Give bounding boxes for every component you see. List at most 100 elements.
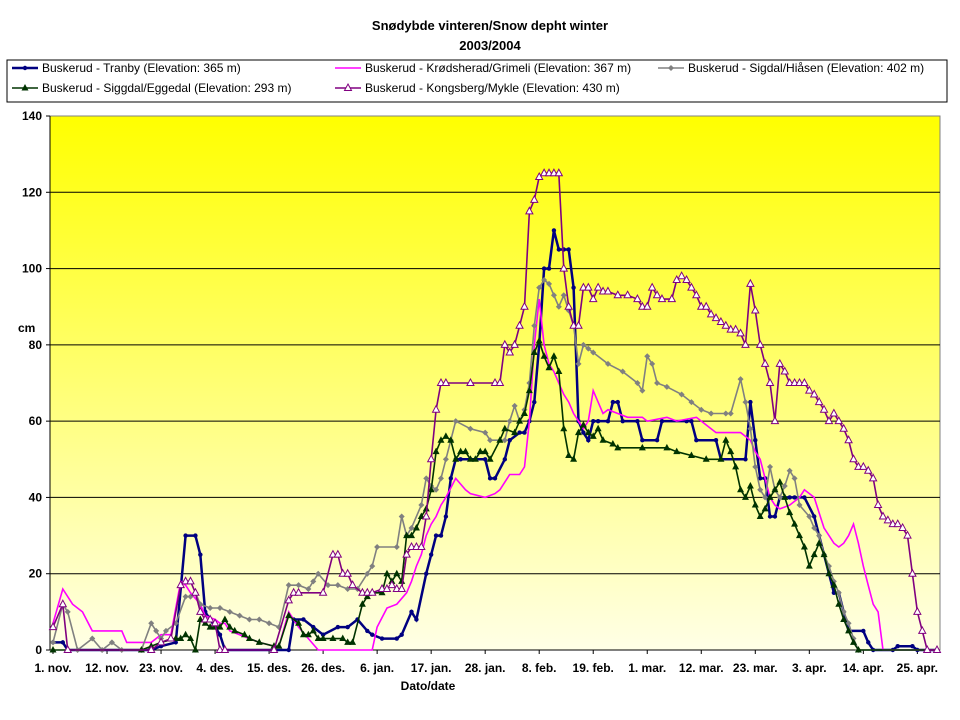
data-point	[286, 647, 291, 653]
data-point	[398, 513, 405, 520]
data-point	[786, 467, 793, 474]
data-point	[541, 277, 548, 284]
data-point	[255, 638, 263, 645]
data-point	[689, 418, 694, 424]
data-point	[21, 84, 29, 91]
data-point	[639, 387, 646, 394]
data-point	[895, 643, 900, 649]
data-point	[614, 443, 622, 451]
data-point	[638, 443, 646, 451]
data-point	[647, 282, 657, 291]
x-tick-label: 4. des.	[196, 661, 233, 675]
data-point	[672, 274, 682, 284]
data-point	[334, 582, 341, 589]
data-point	[226, 608, 233, 615]
data-point	[486, 455, 494, 462]
y-tick-label: 80	[29, 338, 43, 352]
x-axis-label: Dato/date	[401, 679, 456, 693]
data-point	[792, 495, 797, 500]
data-point	[555, 367, 563, 375]
data-point	[820, 550, 828, 558]
data-point	[854, 646, 862, 653]
data-point	[673, 447, 681, 455]
data-point	[325, 582, 332, 589]
data-point	[50, 639, 56, 646]
data-point	[540, 352, 548, 359]
data-point	[698, 406, 705, 413]
data-point	[731, 324, 740, 333]
data-point	[487, 476, 493, 481]
data-point	[471, 455, 479, 462]
data-point	[318, 587, 328, 596]
data-point	[771, 485, 779, 493]
data-point	[678, 391, 685, 398]
data-point	[806, 513, 813, 520]
legend-box	[6, 59, 948, 103]
data-point	[657, 294, 667, 303]
data-point	[717, 455, 725, 462]
data-point	[305, 585, 312, 592]
data-point	[458, 457, 463, 462]
y-tick-label: 100	[22, 262, 42, 276]
data-point	[800, 543, 808, 550]
y-tick-label: 140	[22, 109, 42, 123]
x-tick-label: 1. nov.	[34, 661, 71, 675]
data-point	[795, 531, 803, 539]
data-point	[285, 611, 293, 619]
data-point	[176, 580, 186, 589]
data-point	[560, 424, 568, 432]
data-point	[349, 638, 357, 645]
legend-label: Buskerud - Krødsherad/Grimeli (Elevation…	[365, 61, 631, 75]
data-point	[663, 383, 670, 390]
x-tick-label: 6. jan.	[360, 661, 394, 675]
data-point	[294, 587, 303, 596]
data-point	[825, 569, 833, 577]
data-point	[379, 636, 385, 641]
data-point	[758, 476, 763, 481]
data-point	[743, 457, 748, 462]
legend-item: Buskerud - Kongsberg/Mykle (Elevation: 4…	[335, 81, 620, 95]
data-point	[246, 616, 253, 623]
data-point	[575, 360, 582, 367]
data-point	[595, 418, 601, 424]
y-tick-label: 60	[29, 414, 43, 428]
data-point	[452, 418, 459, 425]
data-point	[220, 644, 230, 653]
data-point	[433, 486, 440, 493]
data-point	[348, 580, 357, 589]
data-point	[177, 634, 185, 642]
data-point	[374, 544, 381, 551]
data-point	[767, 514, 773, 519]
data-point	[343, 568, 353, 577]
data-point	[760, 358, 770, 367]
x-tick-label: 14. apr.	[843, 661, 884, 675]
data-point	[108, 639, 115, 646]
data-point	[441, 377, 451, 386]
data-point	[583, 282, 593, 291]
data-point	[162, 627, 169, 634]
data-point	[615, 399, 620, 405]
data-point	[688, 399, 695, 406]
data-point	[501, 437, 508, 444]
data-point	[654, 380, 661, 386]
y-axis: 0 20 40 60 80 100 120 140	[22, 109, 51, 657]
data-point	[908, 568, 917, 577]
data-point	[301, 617, 306, 622]
data-point	[363, 592, 371, 600]
data-point	[492, 476, 498, 481]
data-point	[767, 463, 774, 470]
x-tick-label: 25. apr.	[897, 661, 938, 675]
data-point	[148, 620, 155, 627]
data-point	[737, 376, 744, 383]
data-point	[427, 485, 435, 493]
data-point	[727, 447, 735, 455]
data-point	[201, 619, 209, 626]
data-point	[314, 634, 322, 642]
data-point	[742, 399, 749, 406]
data-point	[408, 524, 415, 531]
data-point	[511, 428, 519, 436]
data-point	[800, 377, 809, 386]
data-point	[687, 451, 695, 458]
data-point	[722, 410, 729, 417]
data-point	[809, 389, 819, 398]
